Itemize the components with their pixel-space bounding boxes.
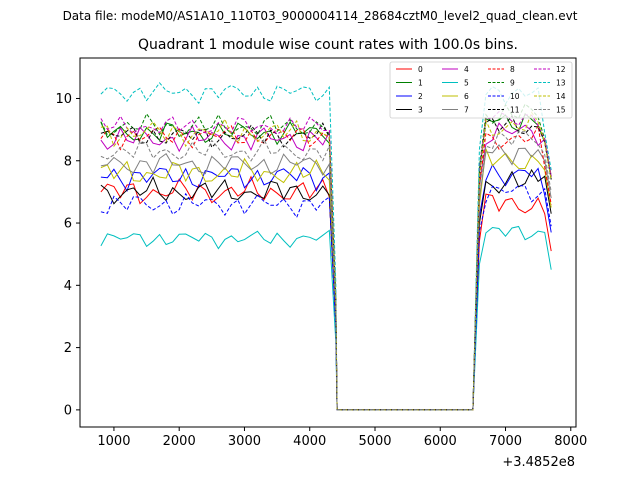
legend-label-7: 7 — [464, 106, 469, 115]
x-tick-label-1000: 1000 — [97, 434, 130, 449]
y-tick-label-8: 8 — [64, 154, 72, 169]
legend-label-11: 11 — [510, 106, 520, 115]
legend-label-1: 1 — [418, 79, 423, 88]
legend-label-5: 5 — [464, 79, 469, 88]
series-line-7 — [100, 144, 552, 411]
x-tick-label-6000: 6000 — [424, 434, 457, 449]
x-tick-label-7000: 7000 — [489, 434, 522, 449]
legend-label-2: 2 — [418, 92, 423, 101]
legend-label-10: 10 — [510, 92, 520, 101]
x-tick-label-5000: 5000 — [358, 434, 391, 449]
series-line-10 — [100, 185, 552, 411]
legend-label-12: 12 — [556, 65, 566, 74]
legend-label-4: 4 — [464, 65, 469, 74]
y-tick-label-6: 6 — [64, 217, 72, 232]
x-axis: 1000 2000 3000 4000 5000 6000 7000 8000 — [97, 427, 587, 449]
legend-label-0: 0 — [418, 65, 423, 74]
series-line-0 — [100, 175, 552, 411]
y-axis: 0 2 4 6 8 10 — [55, 92, 80, 418]
series-line-12 — [100, 110, 552, 411]
legend-label-14: 14 — [556, 92, 566, 101]
legend-label-6: 6 — [464, 92, 469, 101]
series-line-15 — [100, 130, 552, 411]
legend-box — [389, 61, 573, 119]
x-tick-label-4000: 4000 — [293, 434, 326, 449]
y-tick-label-10: 10 — [55, 92, 72, 107]
x-tick-label-8000: 8000 — [554, 434, 587, 449]
series-line-1 — [100, 113, 552, 411]
plot-area — [100, 82, 552, 411]
y-tick-label-4: 4 — [64, 279, 72, 294]
series-line-11 — [100, 114, 552, 411]
legend-label-8: 8 — [510, 65, 515, 74]
series-line-2 — [100, 163, 552, 411]
suptitle: Data file: modeM0/AS1A10_110T03_90000041… — [63, 9, 578, 23]
series-line-13 — [100, 82, 552, 411]
legend-label-3: 3 — [418, 106, 423, 115]
x-tick-label-3000: 3000 — [228, 434, 261, 449]
axes-frame — [79, 57, 577, 428]
legend-label-13: 13 — [556, 79, 566, 88]
legend-label-15: 15 — [556, 106, 566, 115]
x-offset-label: +3.4852e8 — [502, 455, 575, 470]
chart-title: Quadrant 1 module wise count rates with … — [138, 37, 518, 53]
series-line-5 — [100, 225, 552, 411]
series-line-6 — [100, 148, 552, 411]
legend-label-9: 9 — [510, 79, 515, 88]
y-tick-label-0: 0 — [64, 403, 72, 418]
series-line-4 — [100, 122, 552, 411]
y-tick-label-2: 2 — [64, 341, 72, 356]
series-line-3 — [100, 168, 552, 411]
series-line-9 — [100, 103, 552, 411]
x-tick-label-2000: 2000 — [163, 434, 196, 449]
series-line-14 — [100, 111, 552, 411]
